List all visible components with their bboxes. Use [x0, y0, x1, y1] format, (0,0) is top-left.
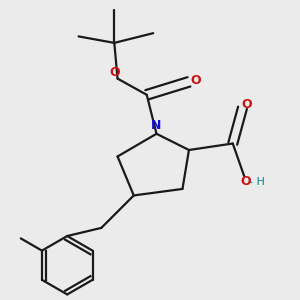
- Text: O: O: [240, 175, 251, 188]
- Text: N: N: [151, 119, 162, 132]
- Text: O: O: [109, 66, 120, 79]
- Text: - H: - H: [249, 178, 265, 188]
- Text: O: O: [241, 98, 252, 111]
- Text: O: O: [190, 74, 201, 87]
